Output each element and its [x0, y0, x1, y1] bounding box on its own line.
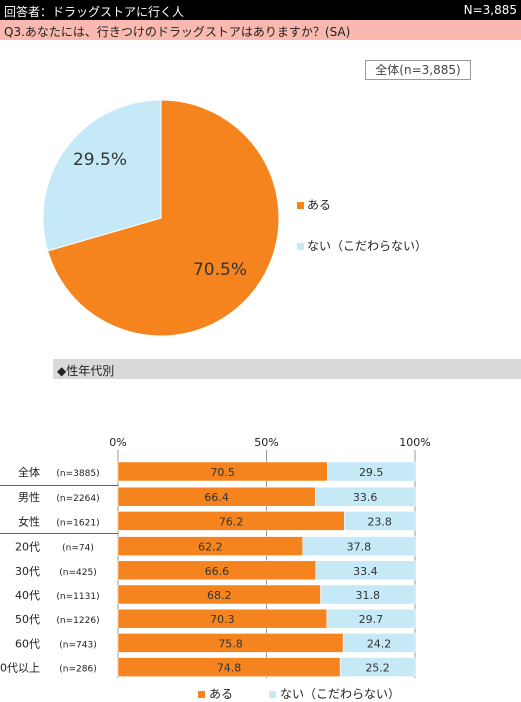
category-label: 女性: [18, 514, 40, 528]
data-label: 33.4: [353, 565, 378, 578]
legend-swatch: [297, 202, 304, 209]
data-label: 62.2: [198, 541, 223, 554]
data-label: 23.8: [367, 515, 392, 528]
n-label: (n=425): [59, 568, 96, 578]
x-tick-label: 50%: [254, 436, 278, 449]
data-label: 29.7: [359, 613, 384, 626]
pie-slice-nai: [42, 99, 162, 252]
category-label: 全体: [18, 465, 40, 479]
section-header: ◆性年代別: [53, 359, 521, 379]
pie-value-label: 70.5%: [193, 260, 247, 280]
data-label: 66.4: [204, 491, 229, 504]
bar-segment-nai: [327, 461, 416, 482]
category-label: 50代: [15, 613, 40, 626]
x-tick-label: 0%: [109, 436, 126, 449]
category-label: 60代: [15, 637, 40, 650]
legend-swatch: [269, 691, 276, 698]
data-label: 37.8: [347, 541, 372, 554]
bar-segment-nai: [342, 633, 416, 653]
pie-slice-aru: [47, 99, 280, 337]
x-tick-label: 100%: [399, 436, 430, 449]
n-label: (n=1226): [56, 616, 99, 626]
bar-segment-nai: [314, 486, 416, 507]
data-label: 74.8: [217, 662, 242, 675]
legend-label: ない（こだわらない）: [280, 687, 400, 701]
data-label: 66.6: [205, 565, 230, 578]
n-label: (n=743): [59, 640, 96, 650]
n-label: (n=2264): [56, 494, 99, 504]
bar-segment-nai: [344, 511, 416, 531]
bar-segment-nai: [315, 560, 416, 581]
bar-segment-nai: [302, 536, 416, 556]
section-title: ◆性年代別: [57, 364, 115, 378]
data-label: 75.8: [218, 637, 243, 650]
data-label: 70.5: [210, 466, 235, 479]
legend-label: ある: [307, 198, 331, 212]
data-label: 68.2: [207, 589, 232, 602]
data-label: 29.5: [359, 466, 384, 479]
bar-segment-nai: [320, 584, 416, 605]
bar-segment-nai: [339, 657, 416, 677]
question-text: Q3.あなたには、行きつけのドラッグストアはありますか？(SA): [4, 25, 351, 39]
total-box: 全体(n=3,885): [365, 60, 471, 80]
bar-segment-nai: [326, 608, 416, 629]
data-label: 70.3: [210, 613, 235, 626]
n-label: (n=286): [59, 665, 96, 675]
legend-label: ない（こだわらない）: [307, 239, 427, 253]
n-label: (n=1621): [56, 518, 99, 528]
category-label: 40代: [15, 589, 40, 602]
category-label: 30代: [15, 565, 40, 578]
respondents-label: 回答者：ドラッグストアに行く人: [4, 5, 185, 19]
n-label: (n=1131): [56, 592, 99, 602]
category-label: 男性: [18, 490, 40, 504]
n-label: (n=3885): [56, 469, 99, 479]
legend-swatch: [198, 691, 205, 698]
legend-label: ある: [209, 687, 233, 701]
data-label: 31.8: [356, 589, 381, 602]
data-label: 33.6: [353, 491, 378, 504]
data-label: 24.2: [367, 637, 392, 650]
category-label: 70代以上: [0, 662, 40, 675]
question-bar: Q3.あなたには、行きつけのドラッグストアはありますか？(SA): [0, 20, 521, 40]
legend-swatch: [297, 243, 304, 250]
data-label: 25.2: [365, 662, 390, 675]
n-label: (n=74): [62, 544, 94, 554]
category-label: 20代: [15, 541, 40, 554]
total-n-label: N=3,885: [463, 3, 517, 17]
data-label: 76.2: [219, 515, 244, 528]
pie-value-label: 29.5%: [73, 150, 127, 170]
header-bar: 回答者：ドラッグストアに行く人 N=3,885: [0, 0, 521, 20]
